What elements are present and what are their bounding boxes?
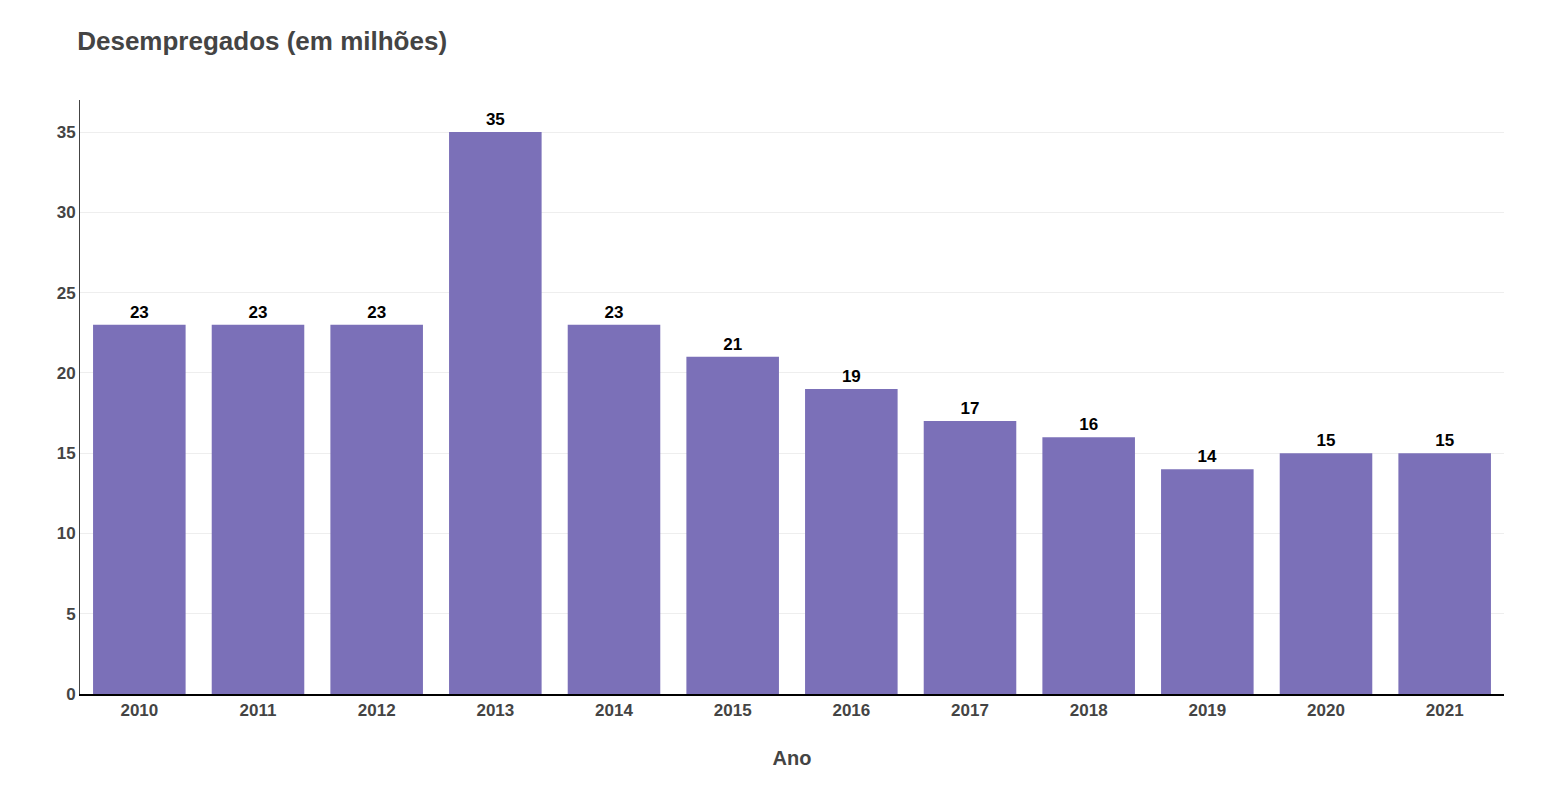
- svg-text:5: 5: [66, 605, 75, 624]
- svg-text:21: 21: [723, 335, 742, 354]
- svg-text:2014: 2014: [595, 701, 633, 720]
- svg-text:2013: 2013: [476, 701, 514, 720]
- svg-text:15: 15: [1435, 431, 1454, 450]
- svg-text:2015: 2015: [714, 701, 752, 720]
- svg-text:2018: 2018: [1070, 701, 1108, 720]
- svg-text:35: 35: [57, 123, 76, 142]
- svg-text:23: 23: [130, 303, 149, 322]
- svg-text:2010: 2010: [120, 701, 158, 720]
- svg-text:15: 15: [1317, 431, 1336, 450]
- svg-text:17: 17: [961, 399, 980, 418]
- svg-text:Desempregados (em milhões): Desempregados (em milhões): [77, 26, 447, 56]
- svg-text:14: 14: [1198, 447, 1217, 466]
- svg-text:2021: 2021: [1426, 701, 1464, 720]
- svg-text:23: 23: [605, 303, 624, 322]
- svg-text:0: 0: [66, 685, 75, 704]
- svg-text:2017: 2017: [951, 701, 989, 720]
- svg-text:30: 30: [57, 203, 76, 222]
- svg-text:20: 20: [57, 364, 76, 383]
- svg-text:15: 15: [57, 444, 76, 463]
- svg-text:2019: 2019: [1188, 701, 1226, 720]
- svg-text:2016: 2016: [832, 701, 870, 720]
- svg-text:10: 10: [57, 524, 76, 543]
- svg-text:16: 16: [1079, 415, 1098, 434]
- svg-text:2011: 2011: [240, 701, 277, 720]
- svg-text:19: 19: [842, 367, 861, 386]
- svg-text:25: 25: [57, 284, 76, 303]
- svg-text:Ano: Ano: [773, 747, 812, 769]
- svg-text:23: 23: [249, 303, 268, 322]
- svg-text:35: 35: [486, 110, 505, 129]
- svg-text:2020: 2020: [1307, 701, 1345, 720]
- svg-text:23: 23: [367, 303, 386, 322]
- svg-text:2012: 2012: [358, 701, 396, 720]
